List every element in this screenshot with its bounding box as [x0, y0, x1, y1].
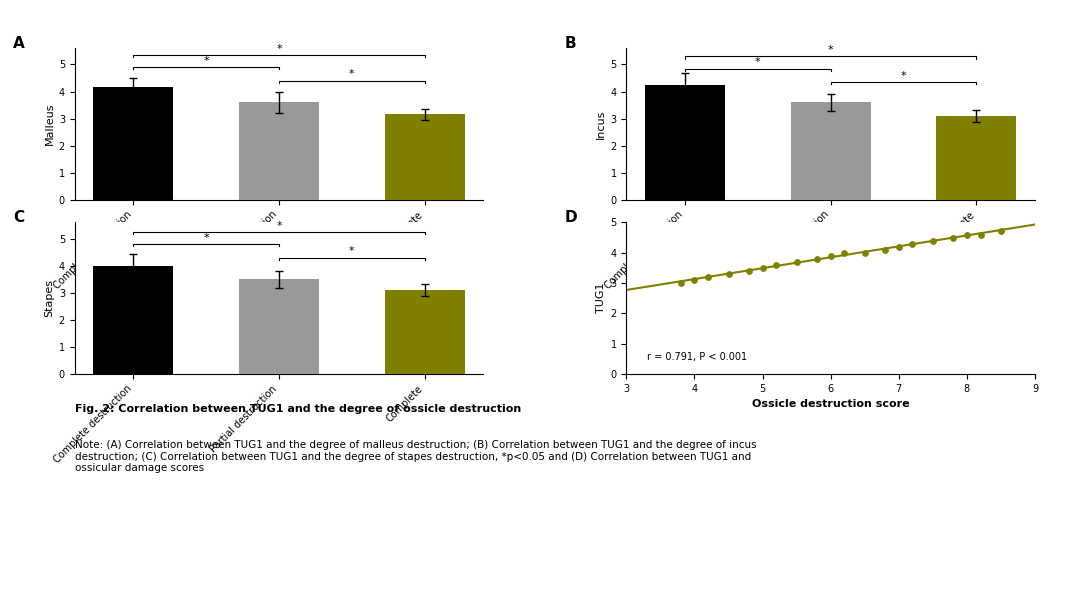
Point	[754, 263, 771, 273]
Text: Fig. 2: Correlation between TUG1 and the degree of ossicle destruction: Fig. 2: Correlation between TUG1 and the…	[75, 404, 521, 414]
Point	[686, 275, 703, 285]
Text: *: *	[755, 57, 761, 67]
Point	[672, 278, 689, 288]
Point	[972, 230, 989, 239]
Point	[856, 248, 873, 257]
X-axis label: Ossicle destruction score: Ossicle destruction score	[752, 399, 909, 409]
Text: *: *	[828, 45, 833, 55]
Point	[958, 230, 975, 239]
Text: *: *	[204, 233, 209, 242]
Point	[944, 233, 961, 242]
Text: *: *	[204, 56, 209, 66]
Bar	[239, 279, 319, 374]
Point	[877, 245, 894, 254]
Text: r = 0.791, P < 0.001: r = 0.791, P < 0.001	[647, 352, 747, 362]
Text: *: *	[349, 69, 354, 80]
Point	[835, 248, 853, 257]
Text: Note: (A) Correlation between TUG1 and the degree of malleus destruction; (B) Co: Note: (A) Correlation between TUG1 and t…	[75, 440, 757, 473]
Point	[740, 266, 758, 276]
Point	[924, 236, 941, 245]
Point	[809, 254, 826, 264]
Bar	[239, 103, 319, 200]
Text: C: C	[14, 210, 25, 226]
Text: *: *	[276, 43, 282, 54]
Y-axis label: TUG1: TUG1	[596, 283, 606, 314]
Text: *: *	[349, 246, 354, 256]
Y-axis label: Stapes: Stapes	[45, 279, 54, 317]
Point	[992, 227, 1009, 236]
Point	[823, 251, 840, 260]
Bar	[936, 116, 1017, 200]
Point	[890, 242, 907, 251]
Point	[904, 239, 921, 248]
Y-axis label: Malleus: Malleus	[45, 103, 54, 145]
Point	[789, 257, 806, 267]
Point	[767, 260, 784, 270]
Text: *: *	[901, 71, 906, 81]
Text: *: *	[276, 221, 282, 230]
Text: D: D	[566, 210, 577, 226]
Bar	[93, 87, 174, 200]
Bar	[93, 266, 174, 374]
Bar	[791, 103, 871, 200]
Bar	[384, 115, 465, 200]
Text: A: A	[14, 36, 26, 51]
Bar	[644, 85, 726, 200]
Point	[720, 269, 737, 279]
Point	[700, 272, 717, 282]
Bar	[384, 290, 465, 374]
Text: B: B	[566, 36, 576, 51]
Y-axis label: Incus: Incus	[596, 109, 606, 139]
